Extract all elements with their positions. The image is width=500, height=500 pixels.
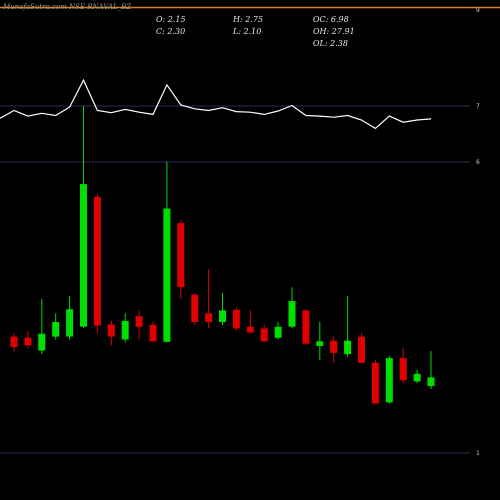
low-value: L: 2.10	[233, 27, 262, 36]
candle-body-down	[358, 336, 365, 363]
candle-body-up	[274, 326, 282, 338]
candle-body-down	[246, 326, 254, 333]
open-value: O: 2.15	[156, 15, 186, 24]
candle-body-up	[163, 208, 171, 342]
candle-body-down	[10, 336, 18, 348]
y-tick-label: 6	[476, 159, 480, 166]
candle-body-down	[371, 362, 379, 404]
high-value: H: 2.75	[233, 15, 264, 24]
y-tick-label: 9	[476, 7, 480, 14]
candle-bodies	[10, 184, 435, 404]
y-tick-labels: 9 7 6 1	[476, 7, 480, 457]
candle-body-up	[316, 341, 324, 346]
candle-body-up	[66, 309, 74, 337]
grid-lines	[0, 105, 470, 454]
overlay-line	[0, 78, 432, 130]
candle-body-down	[107, 324, 115, 337]
candle-body-down	[135, 316, 143, 327]
oc-value: OC: 6.98	[313, 15, 349, 24]
candle-body-up	[52, 322, 60, 337]
candle-body-down	[191, 294, 199, 323]
candle-body-down	[205, 313, 213, 323]
candle-body-up	[80, 184, 87, 327]
candle-body-up	[288, 301, 296, 327]
candle-body-up	[385, 358, 393, 403]
candle-body-down	[24, 337, 32, 346]
ol-value: OL: 2.38	[313, 39, 348, 48]
candle-body-up	[413, 373, 421, 382]
candle-body-up	[121, 320, 129, 340]
y-tick-label: 1	[476, 450, 480, 457]
candle-body-up	[427, 377, 435, 387]
candle-body-down	[93, 196, 101, 326]
chart-header: MunafaSutra.com NSE RNAVAL_BZ	[3, 3, 131, 11]
candle-body-down	[232, 309, 240, 329]
candle-body-up	[219, 310, 226, 323]
y-tick-label: 7	[476, 103, 480, 110]
overlay-line-series	[0, 78, 432, 130]
candle-body-down	[399, 358, 407, 381]
candle-body-up	[344, 340, 352, 355]
candle-body-down	[177, 223, 185, 288]
close-value: C: 2.30	[156, 27, 186, 36]
candle-body-down	[330, 340, 338, 353]
symbol-label: NSE RNAVAL_BZ	[69, 3, 132, 11]
candle-body-down	[260, 328, 268, 342]
candle-body-up	[38, 333, 46, 351]
candle-body-down	[302, 310, 310, 344]
candle-wicks	[13, 106, 432, 404]
oh-value: OH: 27.91	[313, 27, 355, 36]
source-label: MunafaSutra.com	[3, 3, 67, 11]
candle-body-down	[149, 324, 157, 342]
